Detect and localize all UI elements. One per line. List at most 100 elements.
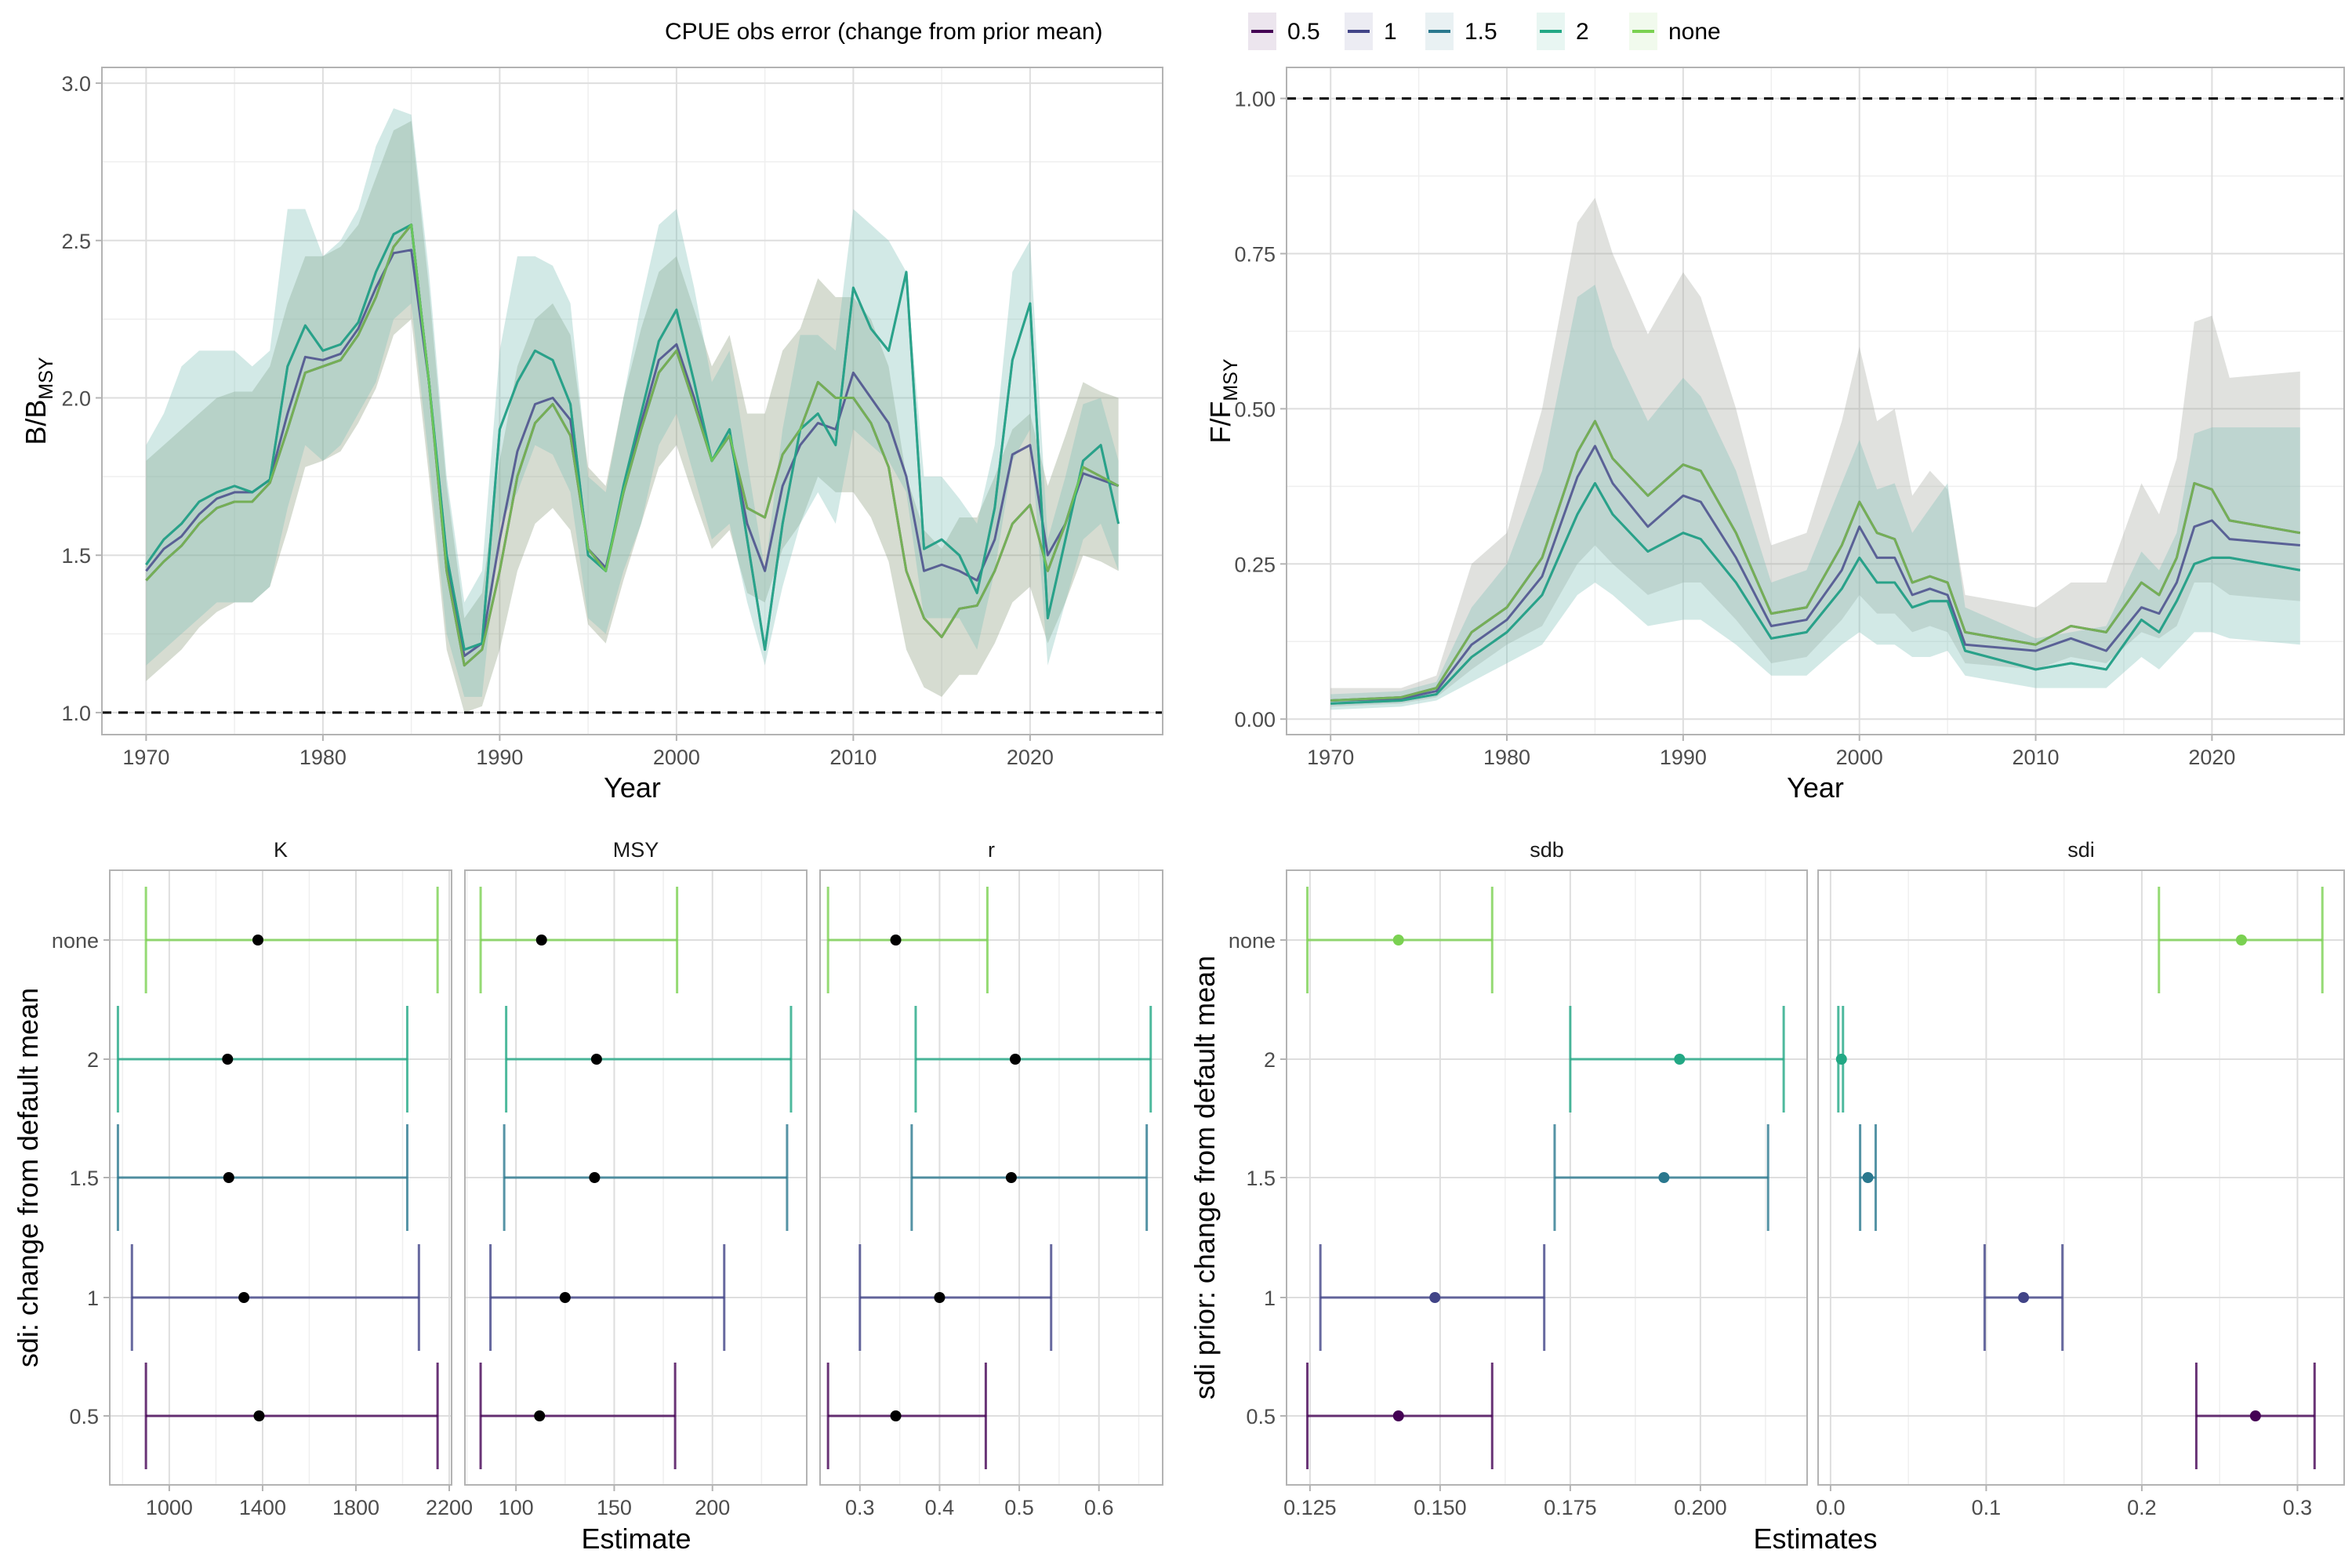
panel-border	[109, 869, 452, 1486]
y-tick-label: 1	[87, 1287, 99, 1310]
ribbon-2	[146, 108, 1119, 697]
errorbar-none	[479, 887, 679, 993]
x-tick-label: 0.0	[1816, 1496, 1846, 1519]
x-tick-label: 2020	[1007, 746, 1054, 769]
estimate-point	[589, 1172, 601, 1183]
x-tick-label: 0.200	[1674, 1496, 1727, 1519]
estimate-point	[238, 1292, 250, 1303]
y-tick-label: 2.0	[61, 387, 91, 410]
chart-ffmsy: 0.00 0.25 0.50 0.75 1.00 1970 1980 1990 2000 2010…	[1204, 67, 2345, 804]
panel-border	[1286, 869, 1808, 1486]
ribbon-none	[146, 121, 1119, 713]
facet-title: r	[988, 838, 995, 862]
estimate-point	[590, 1054, 602, 1065]
y-tick-label: 0.5	[69, 1405, 99, 1428]
y-tick-label: none	[52, 929, 99, 953]
x-tick-label: 1970	[122, 746, 169, 769]
y-axis-title-subscript: MSY	[35, 357, 57, 400]
y-axis-title-subscript: MSY	[1220, 358, 1242, 401]
errorbar-none	[826, 887, 989, 993]
y-tick-label: 0.5	[1246, 1405, 1276, 1428]
estimate-point	[1862, 1172, 1874, 1183]
chart-sds: sdb 0.125 0.150 0.175 0.200 none 2 1.5 1 0.5 sdi 0.…	[1189, 838, 2345, 1555]
errorbar-1	[489, 1244, 726, 1351]
errorbar-0.5	[479, 1363, 677, 1469]
series-line-none	[1330, 419, 2301, 702]
estimate-point	[934, 1292, 946, 1303]
panel-border	[101, 67, 1163, 735]
estimate-point	[2249, 1410, 2261, 1421]
errorbar-none	[2158, 887, 2324, 993]
x-tick-label: 150	[597, 1496, 632, 1519]
x-tick-label: 1990	[476, 746, 523, 769]
ribbon-none	[1330, 198, 2300, 707]
legend-label: 0.5	[1287, 19, 1320, 45]
facet-MSY: MSY 100 150 200	[464, 838, 808, 1519]
facet-r: r 0.3 0.4 0.5 0.6	[819, 838, 1163, 1519]
legend-label: none	[1668, 19, 1721, 45]
errorbar-1	[1319, 1244, 1546, 1351]
chart-bbmsy: 1.0 1.5 2.0 2.5 3.0 1970 1980 1990 2000 2010 2020 Y…	[20, 67, 1163, 804]
y-tick-label: 0.50	[1234, 397, 1276, 421]
errorbar-1	[858, 1244, 1053, 1351]
estimate-point	[1658, 1172, 1670, 1183]
estimate-point	[2235, 935, 2247, 946]
x-tick-label: 2010	[2013, 746, 2060, 769]
estimate-point	[1835, 1054, 1847, 1065]
errorbar-2	[914, 1006, 1152, 1112]
estimate-point	[1429, 1292, 1441, 1303]
estimate-point	[1392, 1410, 1404, 1421]
x-tick-label: 1990	[1660, 746, 1707, 769]
x-tick-label: 0.3	[845, 1496, 875, 1519]
estimate-point	[890, 935, 902, 946]
y-tick-label: 1.5	[61, 544, 91, 568]
y-tick-label: 0.75	[1234, 242, 1276, 266]
y-tick-label: 1	[1264, 1287, 1276, 1310]
estimate-point	[2018, 1292, 2030, 1303]
x-tick-label: 100	[499, 1496, 534, 1519]
facet-title: sdi	[2067, 838, 2095, 862]
y-axis-title-main: B/B	[20, 400, 52, 445]
legend: CPUE obs error (change from prior mean) …	[665, 13, 1721, 50]
errorbar-1.5	[1859, 1124, 1877, 1231]
x-tick-label: 2020	[2188, 746, 2235, 769]
chart-params: K 1000 1400 1800 2200 none 2 1.5 1 0.5 MSY 100 150 20…	[12, 838, 1163, 1555]
errorbar-1	[130, 1244, 420, 1351]
x-tick-label: 0.1	[1972, 1496, 2002, 1519]
legend-label: 1.5	[1465, 19, 1497, 45]
x-tick-label: 0.175	[1544, 1496, 1597, 1519]
facet-sdi: sdi 0.0 0.1 0.2 0.3	[1816, 838, 2345, 1519]
y-tick-label: 0.00	[1234, 708, 1276, 731]
y-axis-title: F/FMSY	[1204, 358, 1242, 443]
errorbar-2	[505, 1006, 793, 1112]
series-line-2	[1330, 481, 2301, 705]
errorbar-0.5	[2194, 1363, 2316, 1469]
x-tick-label: 200	[695, 1496, 730, 1519]
x-tick-label: 2010	[829, 746, 877, 769]
legend-item-2: 2	[1537, 13, 1589, 50]
panel-background	[102, 67, 1163, 735]
errorbar-1.5	[503, 1124, 789, 1231]
estimate-point	[534, 1410, 546, 1421]
x-tick-label: 1970	[1307, 746, 1354, 769]
legend-title: CPUE obs error (change from prior mean)	[665, 19, 1103, 45]
errorbar-0.5	[1306, 1363, 1494, 1469]
x-axis-title: Estimate	[581, 1523, 691, 1555]
x-tick-label: 0.4	[925, 1496, 955, 1519]
x-tick-label: 1800	[332, 1496, 379, 1519]
estimate-point	[890, 1410, 902, 1421]
x-axis-title: Year	[1787, 771, 1844, 804]
legend-item-1: 1	[1345, 13, 1397, 50]
estimate-point	[1674, 1054, 1686, 1065]
errorbar-none	[1306, 887, 1494, 993]
series-line-1	[1330, 445, 2300, 702]
y-tick-label: 2	[1264, 1048, 1276, 1072]
facet-title: K	[274, 838, 288, 862]
y-axis-title: sdi: change from default mean	[12, 988, 44, 1367]
x-tick-label: 0.2	[2127, 1496, 2157, 1519]
legend-item-0.5: 0.5	[1248, 13, 1320, 50]
errorbar-2	[116, 1006, 408, 1112]
y-tick-label: 1.00	[1234, 88, 1276, 111]
estimate-point	[222, 1054, 234, 1065]
errorbar-2	[1835, 1006, 1847, 1112]
